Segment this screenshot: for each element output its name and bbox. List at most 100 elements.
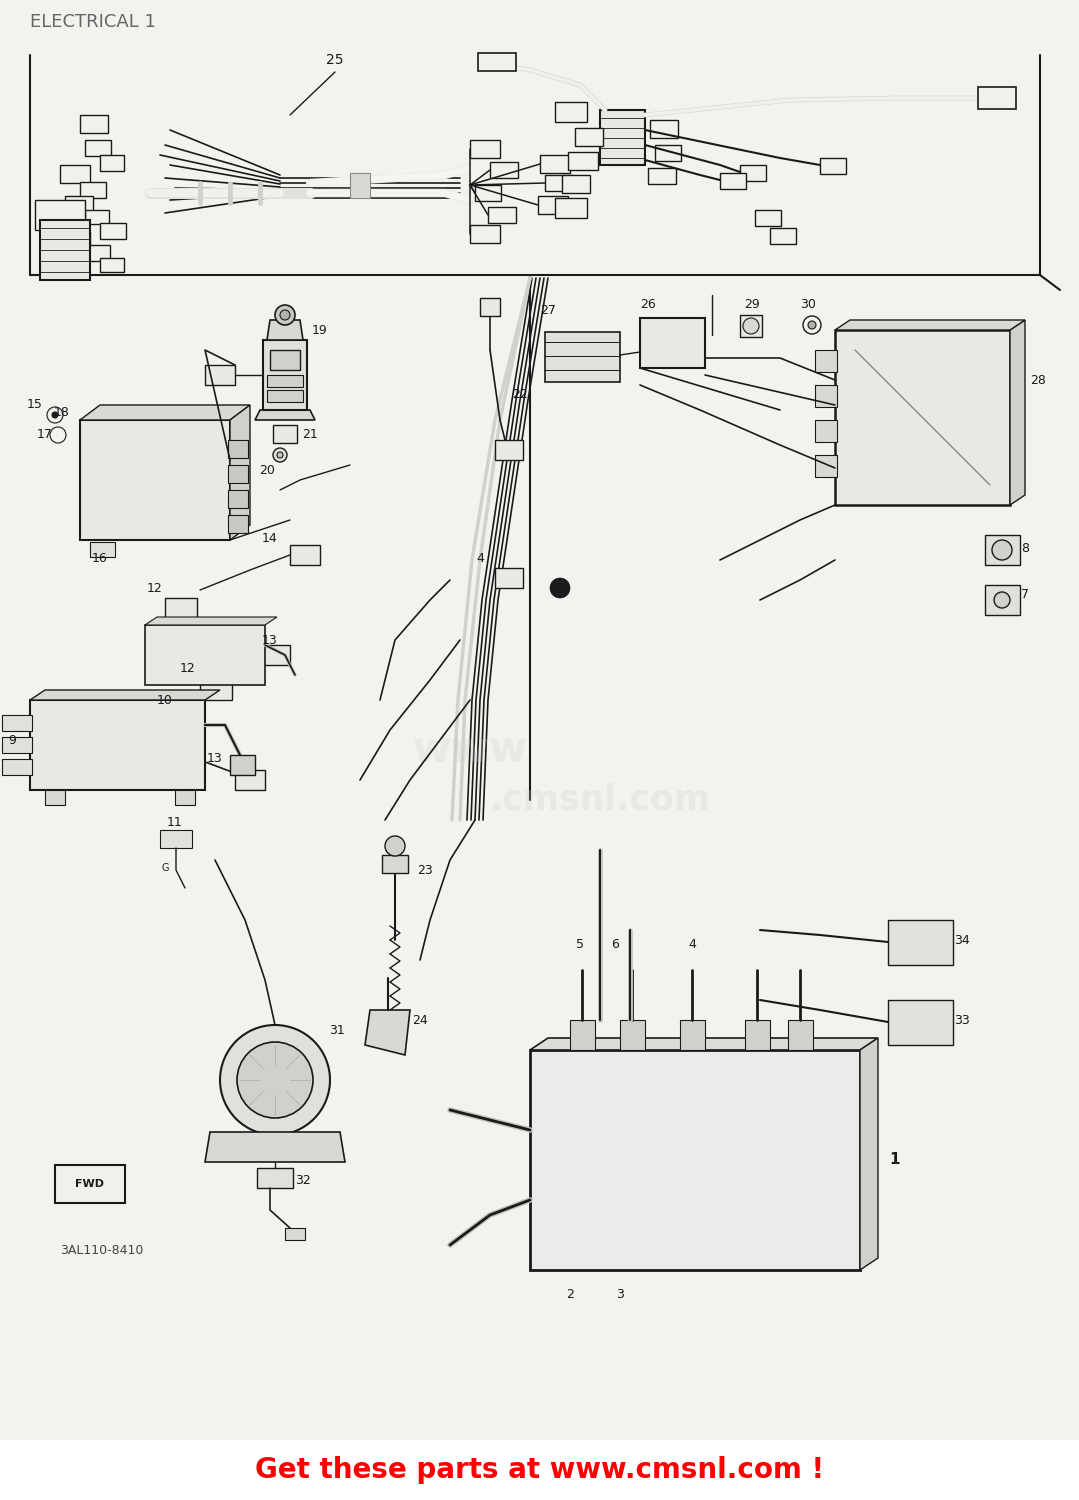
Bar bbox=[285, 1228, 305, 1240]
Bar bbox=[270, 350, 300, 370]
Bar bbox=[680, 1020, 705, 1050]
Text: 15: 15 bbox=[27, 399, 43, 411]
Text: 13: 13 bbox=[262, 633, 278, 646]
Bar bbox=[888, 1000, 953, 1045]
Text: 3AL110-8410: 3AL110-8410 bbox=[60, 1244, 144, 1257]
Circle shape bbox=[275, 304, 295, 326]
Polygon shape bbox=[860, 1038, 878, 1270]
Polygon shape bbox=[1010, 320, 1025, 506]
Text: 10: 10 bbox=[158, 693, 173, 706]
Bar bbox=[267, 390, 303, 402]
Text: 12: 12 bbox=[147, 582, 163, 594]
Bar bbox=[648, 168, 677, 184]
Circle shape bbox=[743, 318, 759, 334]
Bar bbox=[82, 244, 110, 261]
Text: 13: 13 bbox=[207, 752, 223, 765]
Bar bbox=[770, 228, 796, 244]
Bar bbox=[815, 386, 837, 406]
Bar bbox=[490, 162, 518, 178]
Bar bbox=[2, 759, 32, 776]
Text: Get these parts at www.cmsnl.com !: Get these parts at www.cmsnl.com ! bbox=[256, 1456, 824, 1484]
Bar bbox=[650, 120, 678, 138]
Bar bbox=[100, 258, 124, 272]
Bar bbox=[40, 220, 90, 280]
Text: 9: 9 bbox=[8, 734, 16, 747]
Bar bbox=[540, 154, 570, 172]
Bar bbox=[228, 440, 248, 458]
Bar bbox=[145, 626, 265, 686]
Text: 30: 30 bbox=[800, 298, 816, 312]
Text: www: www bbox=[412, 729, 528, 771]
Text: 17: 17 bbox=[37, 429, 53, 441]
Bar bbox=[60, 232, 90, 250]
Text: 6: 6 bbox=[611, 939, 619, 951]
Text: 11: 11 bbox=[167, 816, 182, 828]
Circle shape bbox=[994, 592, 1010, 608]
Text: 14: 14 bbox=[262, 531, 278, 544]
Circle shape bbox=[273, 448, 287, 462]
Bar bbox=[555, 198, 587, 217]
Text: 16: 16 bbox=[92, 552, 108, 564]
Bar bbox=[545, 332, 620, 382]
Circle shape bbox=[279, 310, 290, 320]
Bar bbox=[263, 340, 308, 410]
Text: 4: 4 bbox=[688, 939, 696, 951]
Bar bbox=[815, 454, 837, 477]
Bar bbox=[655, 146, 681, 160]
Bar bbox=[230, 754, 255, 776]
Text: 29: 29 bbox=[745, 298, 760, 312]
Polygon shape bbox=[365, 1010, 410, 1054]
Bar bbox=[350, 172, 370, 198]
Text: FWD: FWD bbox=[76, 1179, 105, 1190]
Polygon shape bbox=[267, 320, 303, 340]
Bar bbox=[978, 87, 1016, 109]
Bar bbox=[100, 154, 124, 171]
Bar bbox=[835, 330, 1010, 506]
Bar bbox=[815, 350, 837, 372]
Bar bbox=[80, 116, 108, 134]
Text: 18: 18 bbox=[54, 405, 70, 418]
Bar bbox=[545, 176, 573, 190]
Circle shape bbox=[808, 321, 816, 328]
Polygon shape bbox=[205, 1132, 345, 1162]
Bar bbox=[640, 318, 705, 368]
Polygon shape bbox=[530, 1038, 878, 1050]
Bar bbox=[815, 420, 837, 442]
Bar bbox=[80, 182, 106, 198]
Text: 19: 19 bbox=[312, 324, 328, 336]
Bar bbox=[205, 364, 235, 386]
Text: 3: 3 bbox=[616, 1288, 624, 1302]
Text: 2: 2 bbox=[566, 1288, 574, 1302]
Circle shape bbox=[992, 540, 1012, 560]
Bar bbox=[85, 140, 111, 156]
Bar bbox=[165, 598, 197, 618]
Text: 4: 4 bbox=[476, 552, 484, 564]
Circle shape bbox=[385, 836, 405, 856]
Polygon shape bbox=[80, 405, 250, 420]
Bar bbox=[538, 196, 568, 214]
Polygon shape bbox=[145, 616, 277, 626]
Circle shape bbox=[52, 413, 58, 419]
Bar bbox=[985, 585, 1020, 615]
Circle shape bbox=[237, 1042, 313, 1118]
Bar bbox=[267, 375, 303, 387]
Bar bbox=[382, 855, 408, 873]
Text: 1: 1 bbox=[890, 1152, 900, 1167]
Bar bbox=[60, 165, 90, 183]
Bar bbox=[100, 224, 126, 238]
Bar bbox=[228, 514, 248, 532]
Polygon shape bbox=[835, 320, 1025, 330]
Text: 20: 20 bbox=[259, 464, 275, 477]
Bar bbox=[488, 207, 516, 224]
Bar bbox=[45, 790, 65, 806]
Circle shape bbox=[220, 1024, 330, 1136]
Bar bbox=[235, 770, 265, 790]
Bar bbox=[555, 102, 587, 122]
Text: 8: 8 bbox=[1021, 542, 1029, 555]
Bar bbox=[575, 128, 603, 146]
Text: G: G bbox=[161, 862, 168, 873]
Bar bbox=[985, 536, 1020, 566]
Bar bbox=[228, 465, 248, 483]
Bar bbox=[273, 424, 297, 442]
Bar bbox=[80, 420, 230, 540]
